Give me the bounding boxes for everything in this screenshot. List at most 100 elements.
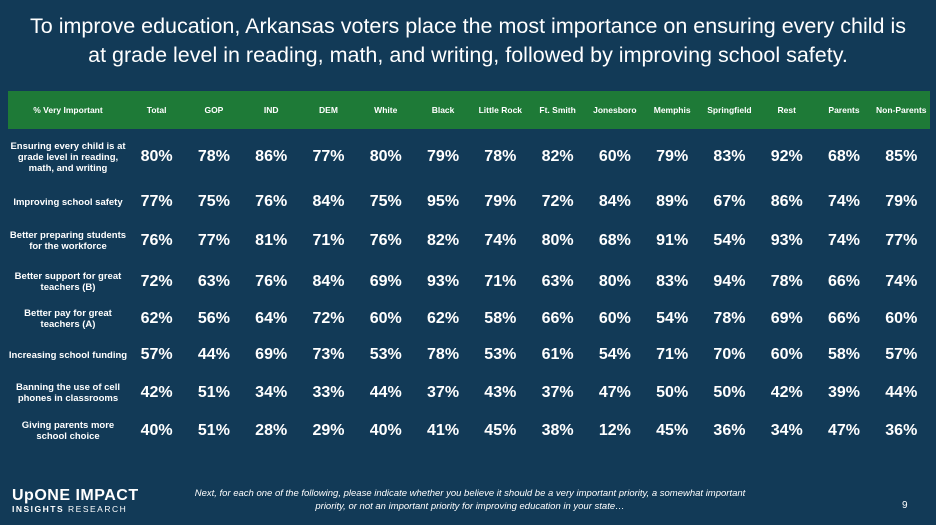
header-cell: Parents: [828, 104, 860, 115]
header-cell: Memphis: [653, 104, 691, 115]
value-cell: 69%: [369, 272, 402, 290]
value-cell: 51%: [197, 383, 230, 401]
value-cell: 74%: [827, 232, 861, 249]
value-cell: 74%: [484, 232, 517, 249]
value-cell: 72%: [541, 193, 574, 210]
value-cell: 34%: [255, 383, 288, 401]
table-row: Giving parents more school choice 40% 51% 2…: [8, 412, 930, 450]
value-cell: 94%: [713, 272, 746, 290]
value-cell: 47%: [598, 383, 631, 401]
value-cell: 80%: [541, 232, 574, 249]
value-cell: 86%: [770, 193, 803, 210]
header-cell: White: [374, 104, 398, 115]
value-cell: 76%: [369, 232, 402, 249]
value-cell: 75%: [197, 193, 230, 210]
logo-sub-text: INSIGHTS RESEARCH: [12, 504, 139, 514]
value-cell: 93%: [427, 272, 460, 290]
value-cell: 34%: [770, 422, 803, 439]
row-label: Increasing school funding: [8, 349, 128, 361]
logo-sub-bold: INSIGHTS: [12, 504, 65, 514]
value-cell: 53%: [484, 346, 517, 363]
header-cell: Rest: [777, 104, 796, 115]
value-cell: 42%: [770, 383, 803, 401]
value-cell: 85%: [885, 148, 918, 165]
value-cell: 80%: [598, 272, 631, 290]
value-cell: 37%: [541, 383, 574, 401]
value-cell: 74%: [827, 193, 861, 210]
value-cell: 76%: [140, 232, 173, 249]
value-cell: 83%: [656, 272, 689, 290]
value-cell: 75%: [369, 193, 402, 210]
logo-main-text: UpONE IMPACT: [12, 487, 139, 504]
value-cell: 33%: [312, 383, 345, 401]
value-cell: 71%: [312, 232, 345, 249]
value-cell: 79%: [427, 148, 460, 165]
value-cell: 86%: [255, 148, 288, 165]
value-cell: 54%: [713, 232, 746, 249]
value-cell: 82%: [541, 148, 574, 165]
table-body: Ensuring every child is at grade level i…: [8, 129, 930, 450]
value-cell: 74%: [885, 272, 918, 290]
value-cell: 60%: [885, 309, 918, 327]
value-cell: 76%: [255, 193, 288, 210]
row-label: Improving school safety: [13, 196, 123, 208]
value-cell: 62%: [427, 309, 460, 327]
table-row: Increasing school funding 57% 44% 69% 73% 53%…: [8, 337, 930, 373]
value-cell: 84%: [598, 193, 631, 210]
value-cell: 60%: [598, 148, 631, 165]
value-cell: 61%: [541, 346, 574, 363]
table-row: Better pay for great teachers (A) 62% 56% 6…: [8, 300, 930, 337]
value-cell: 43%: [484, 383, 517, 401]
header-cell: Little Rock: [478, 104, 523, 115]
value-cell: 77%: [312, 148, 345, 165]
value-cell: 81%: [255, 232, 288, 249]
row-label: Better preparing students for the workfo…: [9, 230, 127, 252]
value-cell: 44%: [197, 346, 230, 363]
value-cell: 54%: [656, 309, 689, 327]
row-label: Giving parents more school choice: [21, 420, 115, 442]
row-label: Better pay for great teachers (A): [24, 307, 112, 330]
value-cell: 68%: [598, 232, 631, 249]
header-cell: DEM: [319, 104, 338, 115]
value-cell: 70%: [713, 346, 746, 363]
value-cell: 60%: [770, 346, 803, 363]
value-cell: 53%: [369, 346, 402, 363]
value-cell: 58%: [827, 346, 861, 363]
value-cell: 28%: [255, 422, 288, 439]
value-cell: 42%: [140, 383, 173, 401]
value-cell: 79%: [885, 193, 918, 210]
value-cell: 78%: [484, 148, 517, 165]
row-label: Better support for great teachers (B): [14, 270, 122, 293]
value-cell: 36%: [885, 422, 918, 439]
value-cell: 67%: [713, 193, 746, 210]
row-label: Ensuring every child is at grade level i…: [10, 140, 126, 174]
value-cell: 92%: [770, 148, 803, 165]
value-cell: 50%: [656, 383, 689, 401]
value-cell: 71%: [484, 272, 517, 290]
value-cell: 12%: [598, 422, 631, 439]
value-cell: 72%: [140, 272, 173, 290]
results-table: % Very Important Total GOP IND DEM White Black…: [8, 91, 930, 450]
value-cell: 44%: [885, 383, 918, 401]
value-cell: 45%: [656, 422, 689, 439]
value-cell: 68%: [827, 148, 861, 165]
value-cell: 50%: [713, 383, 746, 401]
value-cell: 69%: [255, 346, 288, 363]
value-cell: 66%: [827, 309, 861, 327]
header-cell: GOP: [204, 104, 224, 115]
slide-title: To improve education, Arkansas voters pl…: [30, 14, 906, 67]
value-cell: 72%: [312, 309, 345, 327]
value-cell: 69%: [770, 309, 803, 327]
value-cell: 38%: [541, 422, 574, 439]
value-cell: 82%: [427, 232, 460, 249]
logo-sub-rest: RESEARCH: [64, 504, 128, 514]
header-cell: Total: [146, 104, 167, 115]
value-cell: 57%: [140, 346, 173, 363]
value-cell: 91%: [656, 232, 689, 249]
value-cell: 39%: [827, 383, 861, 401]
value-cell: 29%: [312, 422, 345, 439]
value-cell: 51%: [197, 422, 230, 439]
page-number: 9: [902, 500, 908, 511]
value-cell: 80%: [369, 148, 402, 165]
question-footnote: Next, for each one of the following, ple…: [194, 488, 746, 512]
